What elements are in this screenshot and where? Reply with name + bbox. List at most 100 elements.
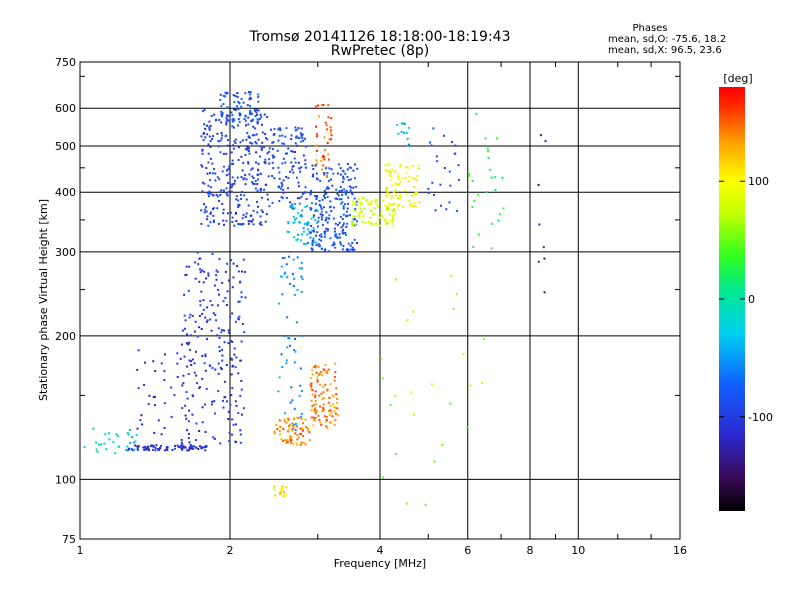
data-point (418, 201, 421, 204)
data-point (209, 211, 212, 214)
data-point (312, 230, 315, 233)
data-point (352, 218, 355, 221)
data-point (227, 182, 230, 184)
data-point (261, 131, 264, 134)
data-point (374, 200, 377, 203)
data-point (342, 224, 345, 227)
data-point (432, 127, 435, 130)
data-point (285, 152, 288, 155)
data-point (235, 404, 238, 407)
data-point (294, 126, 297, 129)
data-point (233, 119, 236, 122)
data-point (154, 395, 157, 398)
data-point (282, 188, 285, 191)
data-point (248, 152, 251, 155)
data-point (294, 161, 297, 164)
data-point (280, 196, 283, 199)
data-point (402, 205, 404, 208)
data-point (125, 449, 127, 451)
data-point (256, 189, 259, 192)
data-point (293, 221, 296, 224)
data-point (304, 418, 307, 421)
data-point (315, 144, 318, 147)
data-point (237, 222, 240, 225)
data-point (234, 138, 237, 141)
data-point (255, 133, 258, 136)
data-point (394, 170, 397, 173)
data-point (307, 221, 310, 224)
data-point (201, 190, 204, 193)
data-point (255, 151, 258, 154)
data-point (142, 446, 145, 449)
data-point (352, 186, 355, 189)
data-point (338, 221, 341, 224)
data-point (348, 214, 351, 217)
data-point (405, 502, 408, 505)
data-point (352, 169, 355, 172)
data-point (260, 224, 263, 226)
colorbar-tick-label: -100 (748, 411, 773, 424)
data-point (136, 427, 139, 430)
data-point (388, 163, 391, 166)
data-point (183, 293, 186, 296)
data-point (299, 415, 302, 418)
data-point (396, 197, 399, 200)
data-point (177, 446, 180, 449)
data-point (230, 111, 233, 114)
data-point (204, 136, 207, 139)
data-point (246, 148, 249, 151)
data-point (359, 201, 362, 204)
data-point (280, 438, 283, 441)
data-point (203, 123, 206, 126)
data-point (367, 203, 370, 206)
data-point (334, 371, 337, 374)
data-point (288, 337, 291, 340)
data-point (209, 192, 212, 195)
data-point (308, 230, 311, 233)
data-point (249, 111, 251, 114)
data-point (212, 436, 215, 439)
data-point (147, 445, 150, 448)
data-point (335, 188, 338, 191)
data-point (320, 239, 322, 242)
data-point (184, 446, 187, 449)
data-point (271, 161, 274, 164)
data-point (112, 441, 115, 444)
data-point (313, 418, 316, 421)
data-point (259, 155, 261, 158)
data-point (290, 134, 293, 137)
data-point (345, 233, 347, 236)
data-point (398, 183, 401, 185)
data-point (280, 353, 283, 356)
data-point (405, 131, 408, 134)
data-point (206, 319, 209, 322)
data-point (295, 136, 297, 139)
data-point (336, 172, 339, 175)
data-point (114, 452, 117, 455)
data-point (304, 186, 307, 189)
data-point (271, 201, 274, 204)
data-point (240, 379, 243, 382)
data-point (183, 327, 186, 330)
data-point (136, 446, 139, 449)
data-point (315, 371, 318, 374)
data-point (316, 225, 319, 228)
data-point (223, 329, 225, 332)
data-point (214, 412, 216, 415)
data-point (216, 176, 219, 179)
data-point (455, 293, 458, 296)
data-point (331, 415, 334, 418)
data-point (337, 414, 340, 417)
data-point (227, 329, 230, 332)
data-point (292, 207, 295, 210)
data-point (320, 392, 323, 395)
data-point (187, 343, 190, 346)
data-point (335, 412, 337, 415)
data-point (264, 161, 267, 164)
data-point (372, 213, 374, 216)
data-point (279, 127, 282, 130)
data-point (267, 198, 269, 201)
data-point (204, 353, 207, 356)
data-point (170, 415, 173, 418)
data-point (180, 343, 183, 346)
